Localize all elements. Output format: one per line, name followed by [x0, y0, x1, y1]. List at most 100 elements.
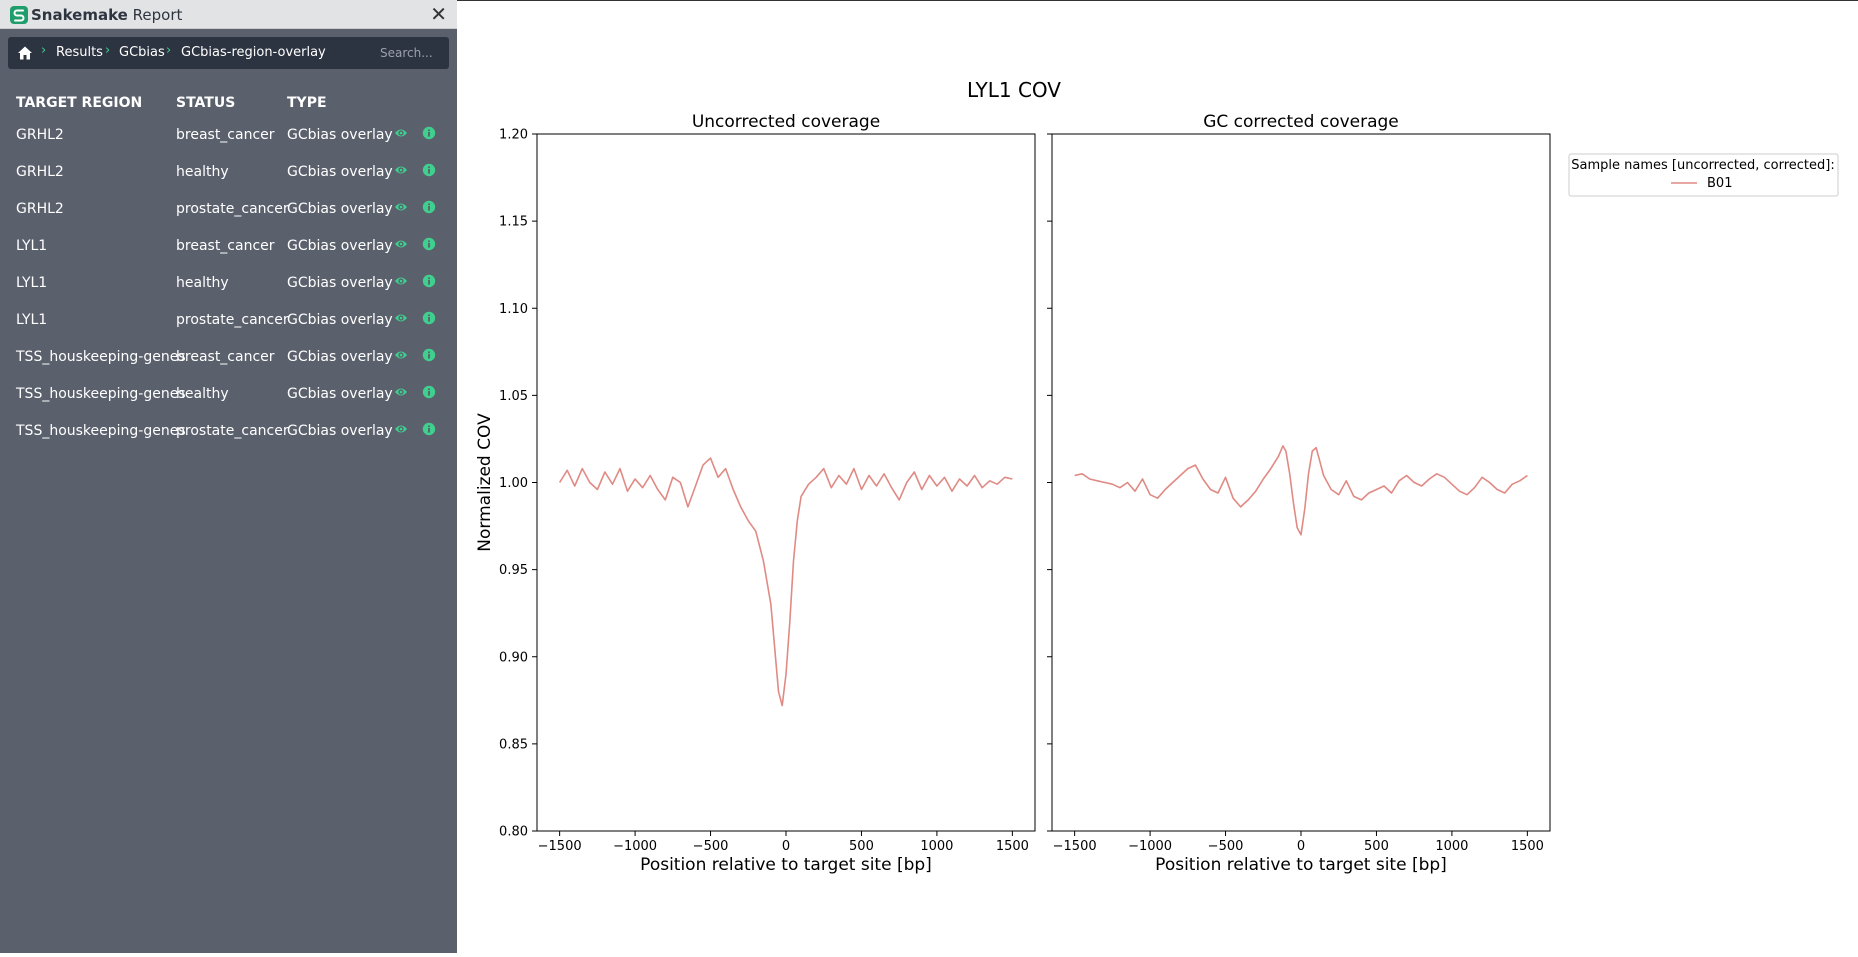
- info-icon[interactable]: [422, 274, 436, 288]
- breadcrumb: › Results › GCbias › GCbias-region-overl…: [8, 37, 449, 69]
- close-icon[interactable]: ✕: [430, 2, 447, 26]
- series-line-b01: [1074, 445, 1528, 536]
- target-region-cell: TSS_houskeeping-genes: [16, 386, 186, 402]
- info-icon[interactable]: [422, 126, 436, 140]
- table-row[interactable]: TSS_houskeeping-genes prostate_cancer GCbi…: [0, 422, 457, 452]
- x-tick-label: −1000: [613, 839, 657, 854]
- eye-icon[interactable]: [394, 200, 408, 214]
- type-cell: GCbias overlay: [287, 238, 393, 254]
- info-icon[interactable]: [422, 237, 436, 251]
- panel-title: Uncorrected coverage: [692, 112, 880, 132]
- info-icon[interactable]: [422, 385, 436, 399]
- x-tick-label: 1500: [996, 839, 1029, 854]
- x-tick-label: −1500: [1053, 839, 1097, 854]
- panel-title: GC corrected coverage: [1203, 112, 1399, 132]
- breadcrumb-gcbias[interactable]: GCbias: [119, 45, 165, 60]
- eye-icon[interactable]: [394, 274, 408, 288]
- eye-icon[interactable]: [394, 422, 408, 436]
- type-cell: GCbias overlay: [287, 201, 393, 217]
- figure-area: LYL1 COV Normalized COV Uncorrected covera…: [457, 0, 1858, 953]
- x-tick-label: −1000: [1128, 839, 1172, 854]
- table-row[interactable]: TSS_houskeeping-genes healthy GCbias overl…: [0, 385, 457, 415]
- brand-subtitle: Report: [132, 6, 183, 24]
- eye-icon[interactable]: [394, 348, 408, 362]
- column-header-type: TYPE: [287, 95, 327, 111]
- target-region-cell: LYL1: [16, 238, 48, 254]
- breadcrumb-gcbias-region-overlay[interactable]: GCbias-region-overlay: [181, 45, 326, 60]
- target-region-cell: GRHL2: [16, 201, 64, 217]
- legend-title: Sample names [uncorrected, corrected]:: [1571, 158, 1834, 173]
- y-tick-label: 0.90: [499, 650, 528, 665]
- plot-frame: [1051, 133, 1551, 832]
- type-cell: GCbias overlay: [287, 275, 393, 291]
- x-tick-label: 1000: [920, 839, 953, 854]
- target-region-cell: LYL1: [16, 275, 48, 291]
- series-line-b01: [558, 457, 1013, 707]
- status-cell: healthy: [176, 164, 229, 180]
- info-icon[interactable]: [422, 422, 436, 436]
- y-tick-label: 1.05: [499, 389, 528, 404]
- x-tick-label: 500: [849, 839, 874, 854]
- y-tick-label: 0.80: [499, 825, 528, 840]
- eye-icon[interactable]: [394, 126, 408, 140]
- info-icon[interactable]: [422, 348, 436, 362]
- status-cell: healthy: [176, 386, 229, 402]
- table-row[interactable]: GRHL2 prostate_cancer GCbias overlay: [0, 200, 457, 230]
- breadcrumb-results[interactable]: Results: [56, 45, 103, 60]
- type-cell: GCbias overlay: [287, 312, 393, 328]
- info-icon[interactable]: [422, 311, 436, 325]
- status-cell: healthy: [176, 275, 229, 291]
- y-tick-label: 1.10: [499, 302, 528, 317]
- table-row[interactable]: GRHL2 breast_cancer GCbias overlay: [0, 126, 457, 156]
- y-axis-label: Normalized COV: [475, 413, 495, 552]
- search-input[interactable]: [380, 43, 446, 63]
- eye-icon[interactable]: [394, 385, 408, 399]
- table-row[interactable]: LYL1 breast_cancer GCbias overlay: [0, 237, 457, 267]
- table-row[interactable]: LYL1 prostate_cancer GCbias overlay: [0, 311, 457, 341]
- chevron-right-icon: ›: [105, 43, 111, 58]
- legend-entry-b01: B01: [1707, 176, 1732, 191]
- table-row[interactable]: TSS_houskeeping-genes breast_cancer GCbias…: [0, 348, 457, 378]
- info-icon[interactable]: [422, 163, 436, 177]
- target-region-cell: GRHL2: [16, 164, 64, 180]
- status-cell: prostate_cancer: [176, 423, 289, 439]
- column-header-status: STATUS: [176, 95, 236, 111]
- type-cell: GCbias overlay: [287, 349, 393, 365]
- snakemake-logo-icon: [10, 6, 28, 24]
- chart-title: LYL1 COV: [967, 78, 1061, 102]
- y-tick-label: 0.95: [499, 563, 528, 578]
- brand-name: Snakemake: [31, 6, 128, 24]
- info-icon[interactable]: [422, 200, 436, 214]
- coverage-chart: LYL1 COV Normalized COV Uncorrected covera…: [475, 78, 1839, 875]
- column-header-target-region: TARGET REGION: [16, 95, 143, 111]
- target-region-cell: TSS_houskeeping-genes: [16, 349, 186, 365]
- legend-box: [1568, 153, 1839, 197]
- x-tick-label: 0: [1297, 839, 1305, 854]
- home-icon[interactable]: [17, 45, 33, 61]
- y-tick-label: 1.00: [499, 476, 528, 491]
- chevron-right-icon: ›: [166, 43, 172, 58]
- status-cell: breast_cancer: [176, 127, 275, 143]
- x-tick-label: −1500: [538, 839, 582, 854]
- status-cell: breast_cancer: [176, 238, 275, 254]
- type-cell: GCbias overlay: [287, 127, 393, 143]
- y-tick-label: 1.20: [499, 128, 528, 143]
- y-tick-label: 0.85: [499, 737, 528, 752]
- eye-icon[interactable]: [394, 237, 408, 251]
- x-axis-label: Position relative to target site [bp]: [1155, 855, 1447, 875]
- status-cell: prostate_cancer: [176, 201, 289, 217]
- x-axis-label: Position relative to target site [bp]: [640, 855, 932, 875]
- x-tick-label: 1500: [1511, 839, 1544, 854]
- title-bar: Snakemake Report ✕: [0, 0, 457, 29]
- x-tick-label: 500: [1364, 839, 1389, 854]
- eye-icon[interactable]: [394, 163, 408, 177]
- x-tick-label: −500: [693, 839, 729, 854]
- y-tick-label: 1.15: [499, 215, 528, 230]
- status-cell: breast_cancer: [176, 349, 275, 365]
- table-row[interactable]: GRHL2 healthy GCbias overlay: [0, 163, 457, 193]
- table-row[interactable]: LYL1 healthy GCbias overlay: [0, 274, 457, 304]
- type-cell: GCbias overlay: [287, 386, 393, 402]
- eye-icon[interactable]: [394, 311, 408, 325]
- app-title: Snakemake Report: [31, 6, 182, 24]
- type-cell: GCbias overlay: [287, 423, 393, 439]
